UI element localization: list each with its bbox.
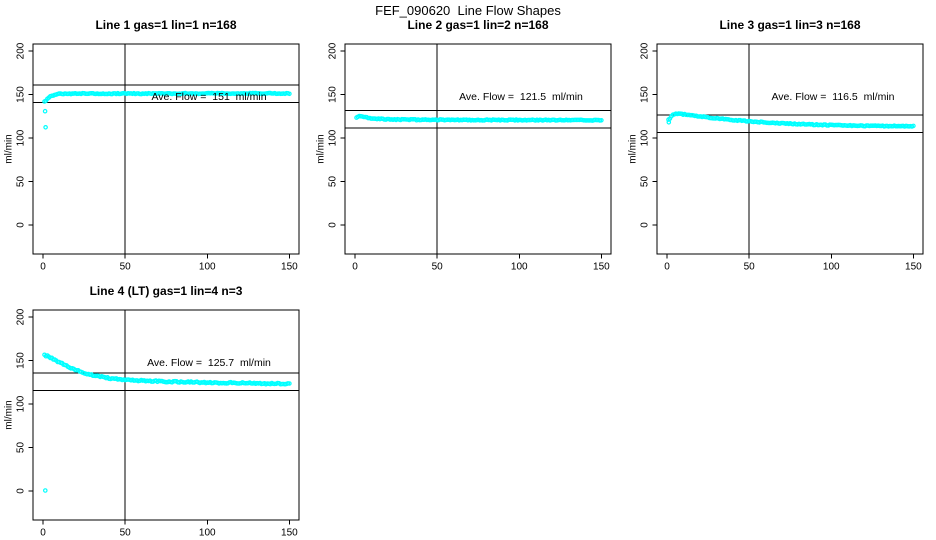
plot-box bbox=[32, 43, 300, 255]
y-tick-label: 0 bbox=[328, 222, 339, 228]
data-points bbox=[42, 352, 292, 493]
y-tick-label: 150 bbox=[16, 86, 27, 103]
ave-flow-label-line-1: Ave. Flow = 151 ml/min bbox=[151, 91, 267, 103]
x-tick-label: 150 bbox=[281, 262, 298, 273]
reference-lines bbox=[33, 310, 299, 520]
y-tick-label: 50 bbox=[328, 176, 339, 188]
axes: 0 50 100 150 0 50 100 150 200 ml/min bbox=[628, 42, 924, 272]
x-tick-label: 0 bbox=[664, 262, 670, 273]
x-tick-label: 50 bbox=[120, 262, 132, 273]
panel-line-4: 0 50 100 150 0 50 100 150 200 ml/min Line 4 (LT) … bbox=[0, 266, 312, 538]
reference-lines bbox=[657, 44, 923, 254]
panel-title-line-1: Line 1 gas=1 lin=1 n=168 bbox=[95, 18, 237, 32]
y-tick-label: 50 bbox=[16, 176, 27, 188]
x-tick-label: 50 bbox=[120, 528, 132, 539]
panel-line-3: 0 50 100 150 0 50 100 150 200 ml/min Line 3 gas=1… bbox=[624, 0, 936, 272]
x-tick-label: 50 bbox=[432, 262, 444, 273]
y-tick-label: 200 bbox=[328, 42, 339, 59]
x-tick-label: 100 bbox=[199, 262, 216, 273]
plot-line-3: 0 50 100 150 0 50 100 150 200 ml/min bbox=[628, 42, 924, 272]
y-tick-label: 50 bbox=[16, 442, 27, 454]
axes: 0 50 100 150 0 50 100 150 200 ml/min bbox=[316, 42, 612, 272]
x-tick-label: 100 bbox=[823, 262, 840, 273]
reference-lines bbox=[345, 44, 611, 254]
x-tick-label: 150 bbox=[593, 262, 610, 273]
panel-title-line-4: Line 4 (LT) gas=1 lin=4 n=3 bbox=[89, 284, 243, 298]
panel-title-line-2: Line 2 gas=1 lin=2 n=168 bbox=[407, 18, 549, 32]
x-tick-label: 50 bbox=[744, 262, 756, 273]
x-tick-label: 0 bbox=[352, 262, 358, 273]
data-points bbox=[42, 90, 292, 130]
y-tick-label: 150 bbox=[328, 86, 339, 103]
y-tick-label: 200 bbox=[640, 42, 651, 59]
plot-line-1: 0 50 100 150 0 50 100 150 200 ml/min bbox=[4, 42, 300, 272]
plot-box bbox=[656, 43, 924, 255]
y-tick-label: 200 bbox=[16, 42, 27, 59]
plot-line-2: 0 50 100 150 0 50 100 150 200 ml/min bbox=[316, 42, 612, 272]
ave-flow-label-line-3: Ave. Flow = 116.5 ml/min bbox=[771, 91, 895, 103]
x-tick-label: 150 bbox=[905, 262, 922, 273]
ave-flow-label-line-4: Ave. Flow = 125.7 ml/min bbox=[147, 357, 271, 369]
axes: 0 50 100 150 0 50 100 150 200 ml/min bbox=[4, 42, 300, 272]
x-tick-label: 100 bbox=[511, 262, 528, 273]
y-tick-label: 200 bbox=[16, 308, 27, 325]
y-tick-label: 50 bbox=[640, 176, 651, 188]
axes: 0 50 100 150 0 50 100 150 200 ml/min bbox=[4, 308, 300, 538]
x-tick-label: 150 bbox=[281, 528, 298, 539]
x-tick-label: 100 bbox=[199, 528, 216, 539]
y-tick-label: 0 bbox=[16, 222, 27, 228]
data-points bbox=[666, 111, 916, 129]
panel-title-line-3: Line 3 gas=1 lin=3 n=168 bbox=[719, 18, 861, 32]
y-tick-label: 0 bbox=[16, 488, 27, 494]
figure-main-title: FEF_090620 Line Flow Shapes bbox=[375, 3, 561, 18]
x-tick-label: 0 bbox=[40, 528, 46, 539]
panel-line-2: 0 50 100 150 0 50 100 150 200 ml/min Line 2 gas=1… bbox=[312, 0, 624, 272]
y-tick-label: 100 bbox=[640, 129, 651, 146]
y-axis-label: ml/min bbox=[4, 134, 15, 163]
y-tick-label: 100 bbox=[328, 129, 339, 146]
plot-line-4: 0 50 100 150 0 50 100 150 200 ml/min bbox=[4, 308, 300, 538]
y-tick-label: 150 bbox=[16, 352, 27, 369]
y-axis-label: ml/min bbox=[316, 134, 327, 163]
y-axis-label: ml/min bbox=[628, 134, 639, 163]
y-tick-label: 0 bbox=[640, 222, 651, 228]
y-tick-label: 100 bbox=[16, 395, 27, 412]
y-axis-label: ml/min bbox=[4, 400, 15, 429]
plot-box bbox=[344, 43, 612, 255]
y-tick-label: 100 bbox=[16, 129, 27, 146]
data-points bbox=[354, 113, 604, 123]
y-tick-label: 150 bbox=[640, 86, 651, 103]
ave-flow-label-line-2: Ave. Flow = 121.5 ml/min bbox=[459, 91, 583, 103]
x-tick-label: 0 bbox=[40, 262, 46, 273]
reference-lines bbox=[33, 44, 299, 254]
panel-line-1: 0 50 100 150 0 50 100 150 200 ml/min Line 1 gas=1… bbox=[0, 0, 312, 272]
plot-box bbox=[32, 309, 300, 521]
